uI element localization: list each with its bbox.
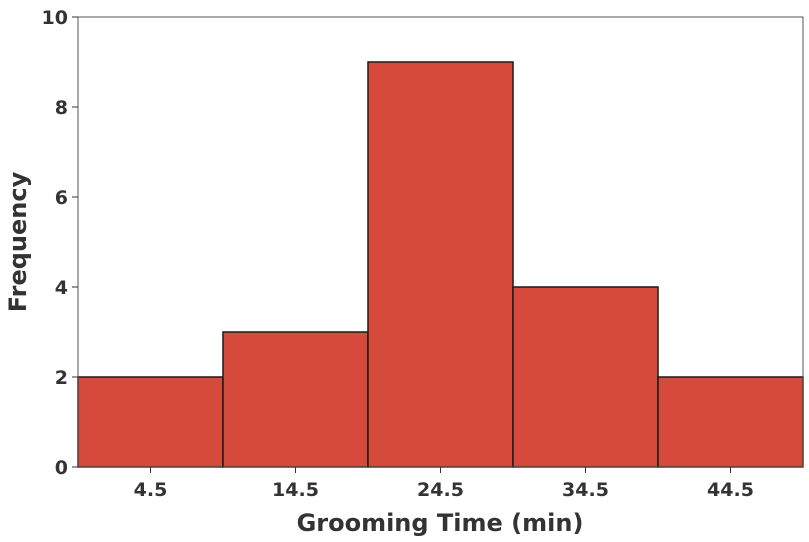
x-tick-label: 24.5: [417, 479, 464, 501]
bar-4.5: [77, 376, 224, 468]
x-tick-label: 44.5: [707, 479, 754, 501]
bar-44.5: [657, 376, 804, 468]
y-axis: 0 2 4 6 8 10: [42, 7, 78, 479]
x-axis: 4.5 14.5 24.5 34.5 44.5: [134, 467, 754, 501]
y-tick-label: 4: [55, 277, 68, 299]
y-tick-label: 8: [55, 97, 68, 119]
bars-group: [77, 61, 804, 468]
x-tick-label: 4.5: [134, 479, 168, 501]
y-tick-label: 10: [42, 7, 68, 29]
bar-14.5: [222, 331, 369, 468]
y-tick-label: 2: [55, 367, 68, 389]
bar-34.5: [512, 286, 659, 468]
y-tick-label: 6: [55, 187, 68, 209]
y-axis-title: Frequency: [4, 171, 32, 312]
x-tick-label: 34.5: [562, 479, 609, 501]
bar-24.5: [367, 61, 514, 468]
x-tick-label: 14.5: [272, 479, 319, 501]
y-tick-label: 0: [55, 457, 68, 479]
x-axis-title: Grooming Time (min): [297, 509, 584, 537]
